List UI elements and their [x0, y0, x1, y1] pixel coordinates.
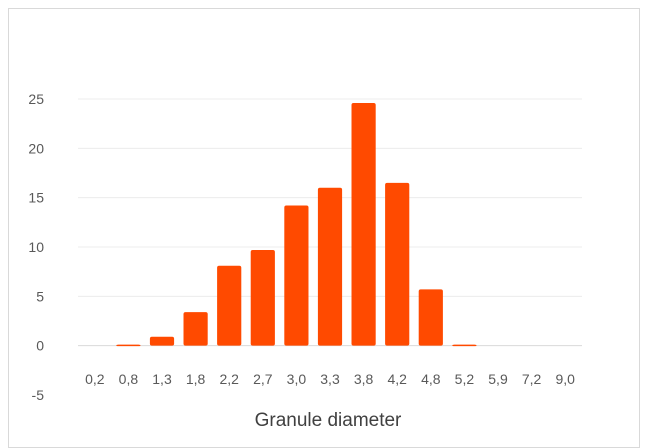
y-tick-label: 15	[28, 190, 44, 206]
x-tick-label: 4,2	[387, 371, 407, 387]
x-tick-label: 2,7	[253, 371, 273, 387]
bar-chart: -5 0 5 10 15 20 25 0,2 0,8 1,3 1,8 2,2 2,7 3,0 3,3 3,8…	[28, 91, 582, 431]
x-tick-label: 5,2	[455, 371, 475, 387]
x-tick-label: 1,3	[152, 371, 172, 387]
x-tick-label: 1,8	[186, 371, 206, 387]
x-axis-ticks: 0,2 0,8 1,3 1,8 2,2 2,7 3,0 3,3 3,8 4,2 4,8 5,2 5,9 7…	[85, 371, 575, 387]
bar	[149, 336, 175, 346]
y-tick-label: 0	[36, 338, 44, 354]
y-tick-label: 25	[28, 91, 44, 107]
bar	[250, 249, 275, 346]
x-tick-label: 9,0	[555, 371, 575, 387]
x-axis-label: Granule diameter	[255, 410, 402, 431]
bar	[116, 344, 141, 347]
bar	[418, 289, 443, 346]
bar	[217, 265, 242, 346]
x-tick-label: 0,8	[119, 371, 139, 387]
y-tick-label: -5	[32, 387, 45, 403]
x-tick-label: 3,0	[287, 371, 307, 387]
x-tick-label: 2,2	[219, 371, 239, 387]
x-tick-label: 7,2	[522, 371, 542, 387]
x-tick-label: 3,3	[320, 371, 340, 387]
y-axis-ticks: -5 0 5 10 15 20 25	[28, 91, 44, 403]
y-tick-label: 5	[36, 288, 44, 304]
x-tick-label: 4,8	[421, 371, 441, 387]
bar	[183, 312, 208, 346]
bar	[452, 344, 477, 347]
bar	[385, 182, 410, 346]
x-tick-label: 3,8	[354, 371, 374, 387]
bar	[351, 102, 376, 346]
x-tick-label: 0,2	[85, 371, 105, 387]
bar	[317, 187, 343, 346]
bars	[116, 102, 477, 347]
bar	[284, 205, 309, 346]
x-tick-label: 5,9	[488, 371, 508, 387]
y-tick-label: 10	[28, 239, 44, 255]
y-tick-label: 20	[28, 140, 44, 156]
